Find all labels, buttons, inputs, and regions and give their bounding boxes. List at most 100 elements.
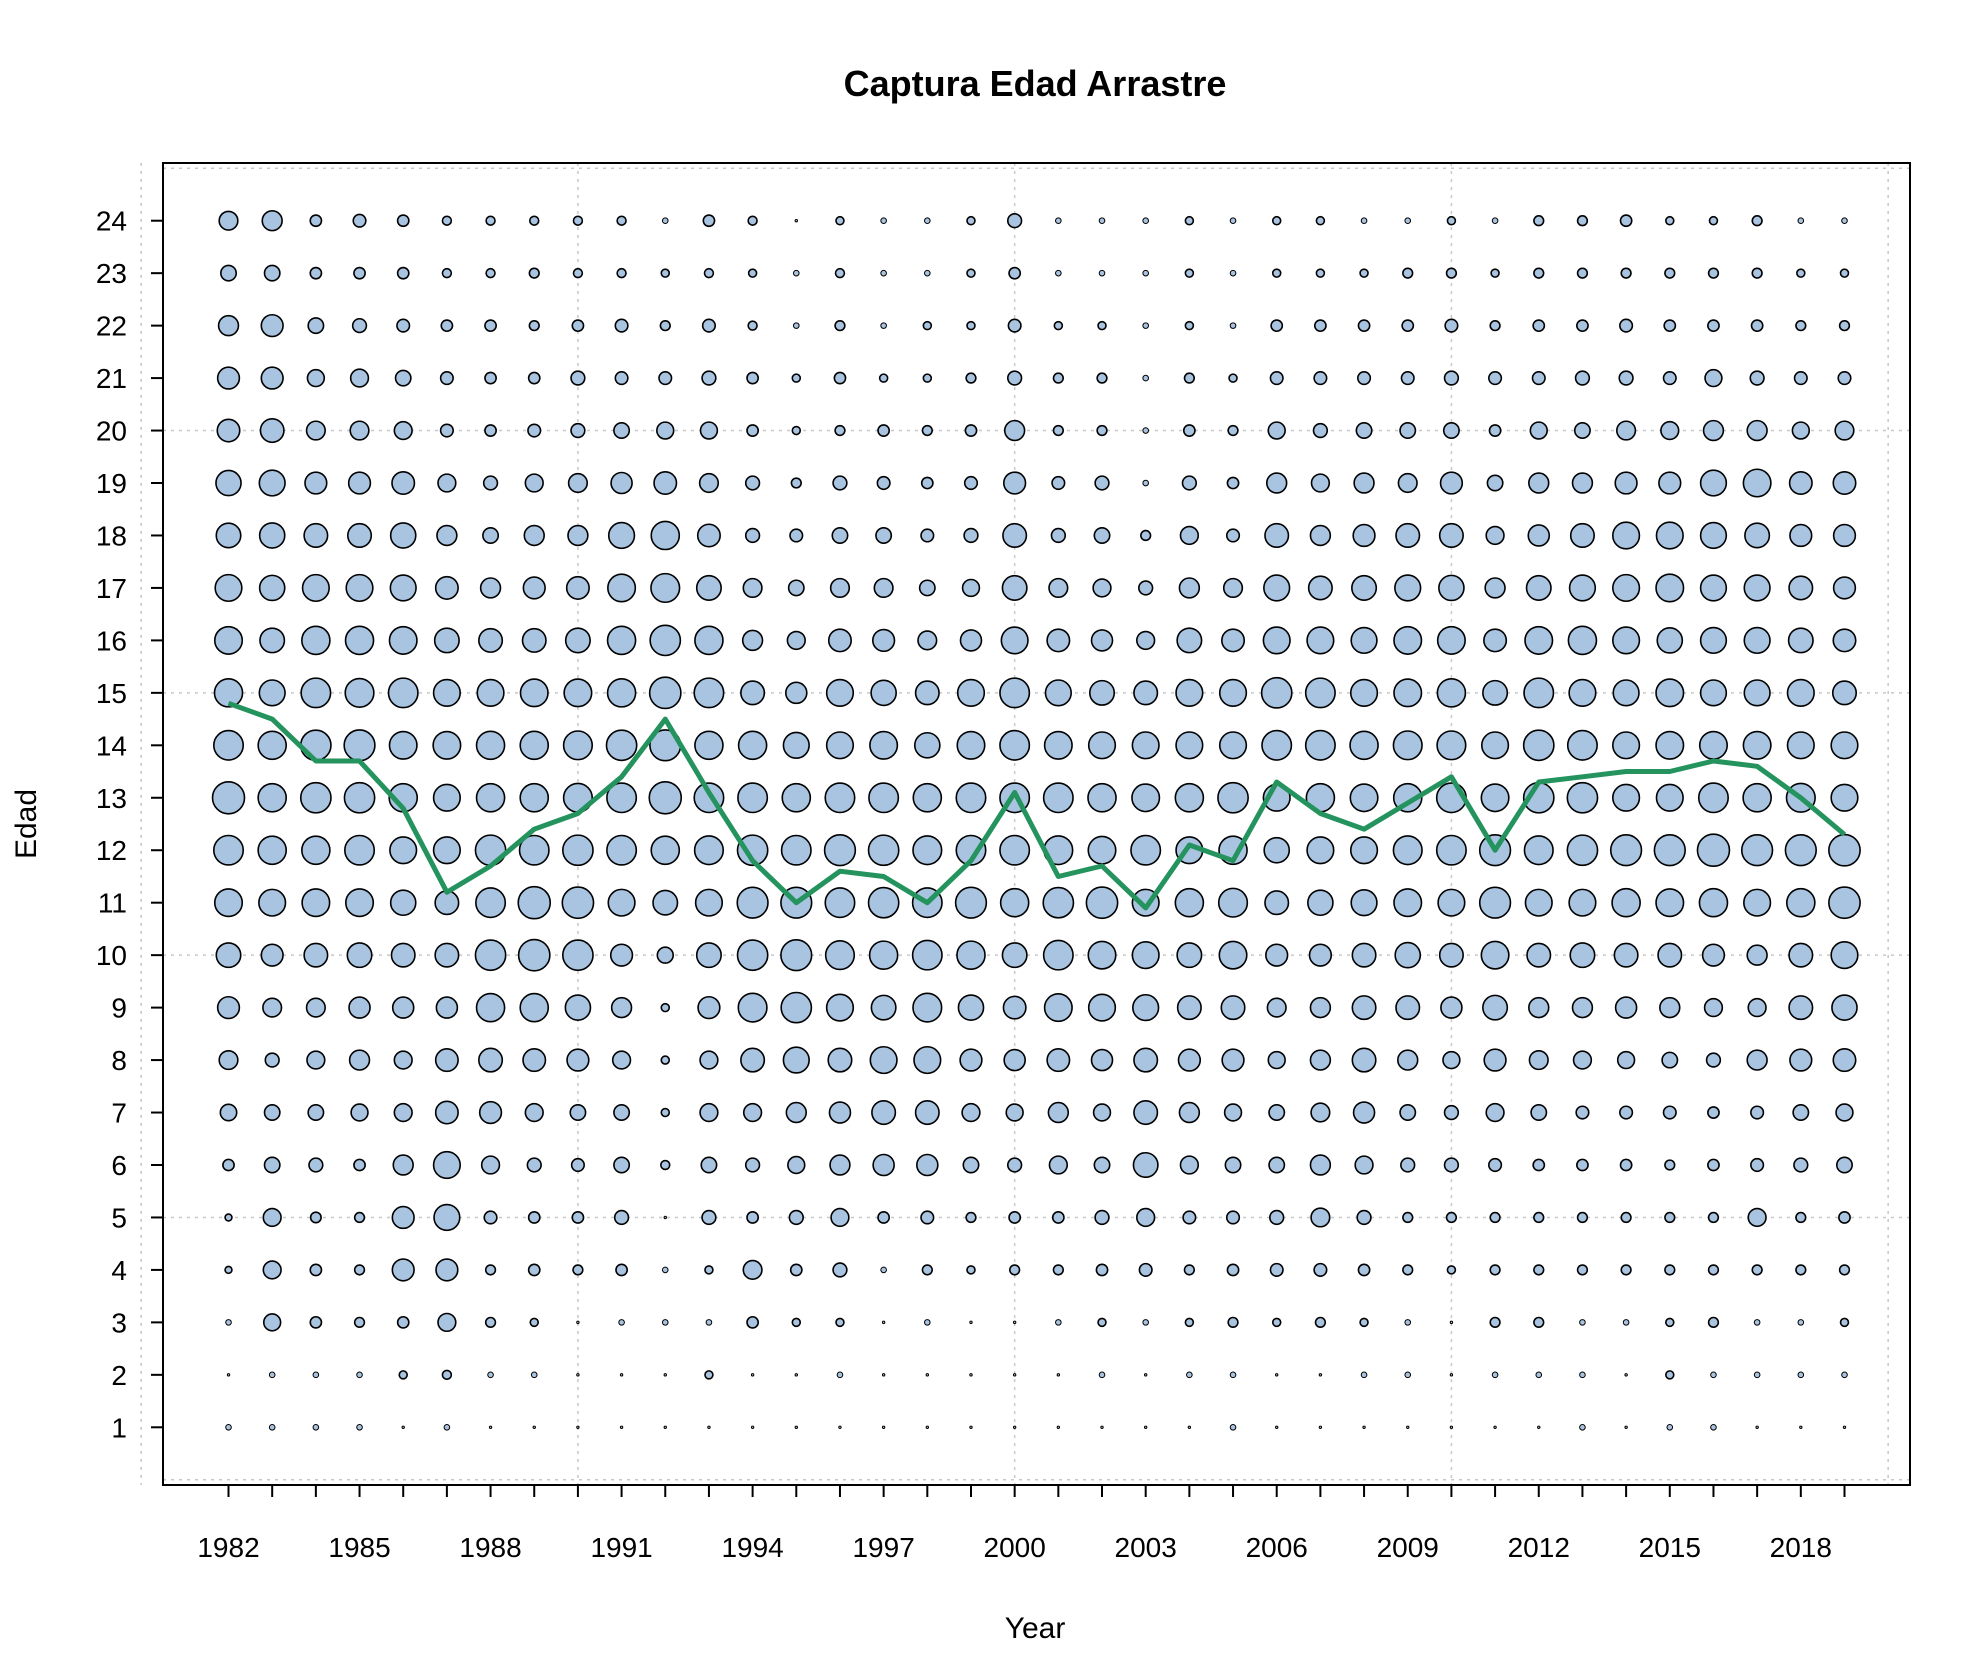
bubble: [1707, 1264, 1720, 1276]
bubble: [433, 1203, 461, 1232]
bubble: [650, 520, 681, 551]
bubble: [1360, 1371, 1368, 1379]
bubble: [737, 782, 769, 814]
bubble: [1142, 479, 1149, 487]
bubble: [1710, 1371, 1717, 1379]
bubble: [1140, 529, 1152, 542]
bubble: [479, 577, 502, 599]
bubble: [1750, 1105, 1765, 1120]
bubble: [1261, 729, 1293, 761]
bubble: [1269, 1209, 1285, 1226]
bubble: [1566, 834, 1599, 867]
bubble: [660, 1107, 671, 1118]
bubble: [1313, 371, 1328, 386]
bubble: [1705, 1052, 1722, 1068]
bubble: [1485, 525, 1505, 546]
bubble: [966, 320, 976, 331]
bubble: [999, 887, 1030, 918]
bubble: [699, 421, 719, 440]
bubble: [1400, 371, 1415, 386]
bubble: [782, 731, 810, 759]
bubble: [1663, 319, 1677, 333]
bubble: [432, 836, 462, 865]
y-tick-label: 23: [96, 258, 127, 289]
bubble: [746, 1211, 760, 1224]
bubble: [1183, 372, 1196, 384]
bubble: [483, 1210, 498, 1225]
bubble: [344, 677, 375, 708]
bubble: [1791, 421, 1811, 440]
bubble: [1184, 215, 1195, 226]
bubble: [1751, 267, 1763, 279]
bubble: [518, 834, 550, 866]
bubble: [1786, 678, 1815, 707]
bubble: [1051, 475, 1066, 491]
bubble: [701, 1209, 717, 1226]
bubble: [829, 1154, 851, 1176]
bubble: [480, 1155, 501, 1175]
bubble: [1224, 1156, 1242, 1174]
bubble: [484, 1264, 497, 1276]
bubble: [519, 678, 549, 708]
bubble: [1351, 1047, 1377, 1073]
bubble: [652, 889, 679, 916]
bubble: [790, 477, 802, 489]
bubble: [792, 269, 800, 277]
bubble: [869, 1045, 898, 1075]
x-tick-label: 1997: [852, 1532, 914, 1563]
bubble: [920, 528, 935, 543]
bubble: [1612, 679, 1640, 707]
bubble: [1707, 319, 1720, 333]
bubble: [1832, 576, 1857, 600]
y-tick-label: 16: [96, 625, 127, 656]
bubble: [1181, 475, 1198, 491]
bubble: [1392, 835, 1423, 866]
bubble: [1696, 833, 1731, 868]
bubble: [309, 266, 323, 280]
bubble: [824, 887, 856, 919]
bubble: [616, 215, 627, 226]
y-tick-label: 2: [111, 1360, 127, 1391]
bubble: [925, 1373, 930, 1377]
bubble: [1393, 678, 1423, 708]
bubble: [572, 1264, 584, 1276]
bubble: [1699, 679, 1728, 707]
bubble: [791, 1317, 802, 1328]
bubble: [353, 1211, 366, 1224]
bubble: [1055, 217, 1062, 225]
bubble: [569, 1104, 587, 1122]
bubble: [869, 730, 899, 760]
bubble: [517, 938, 551, 972]
bubble: [1788, 995, 1814, 1021]
bubble: [522, 576, 546, 600]
bubble: [787, 1155, 806, 1175]
bubble: [440, 319, 454, 333]
bubble: [524, 473, 544, 493]
bubble: [1831, 994, 1858, 1021]
bubble: [474, 834, 507, 867]
bubble: [1522, 729, 1555, 762]
bubble: [1000, 626, 1029, 655]
bubble: [1136, 630, 1156, 651]
bubble: [606, 678, 637, 708]
bubble: [1753, 1319, 1761, 1326]
bubble: [561, 886, 595, 920]
y-tick-label: 14: [96, 730, 127, 761]
bubble: [828, 1101, 852, 1124]
bubble: [825, 678, 855, 707]
bubble: [1744, 522, 1771, 549]
x-tick-label: 2009: [1377, 1532, 1439, 1563]
bubble: [613, 1104, 631, 1122]
bubble: [356, 1371, 363, 1379]
bubble: [1838, 1211, 1851, 1224]
bubble: [528, 319, 540, 332]
bubble: [1437, 888, 1466, 917]
bubble: [527, 371, 541, 385]
bubble: [443, 1423, 451, 1431]
bubble: [1312, 422, 1329, 439]
bubble: [704, 1265, 714, 1275]
bubble: [1569, 522, 1595, 549]
bubble: [1356, 1209, 1372, 1226]
bubble: [618, 1319, 625, 1326]
bubble: [1098, 217, 1106, 225]
